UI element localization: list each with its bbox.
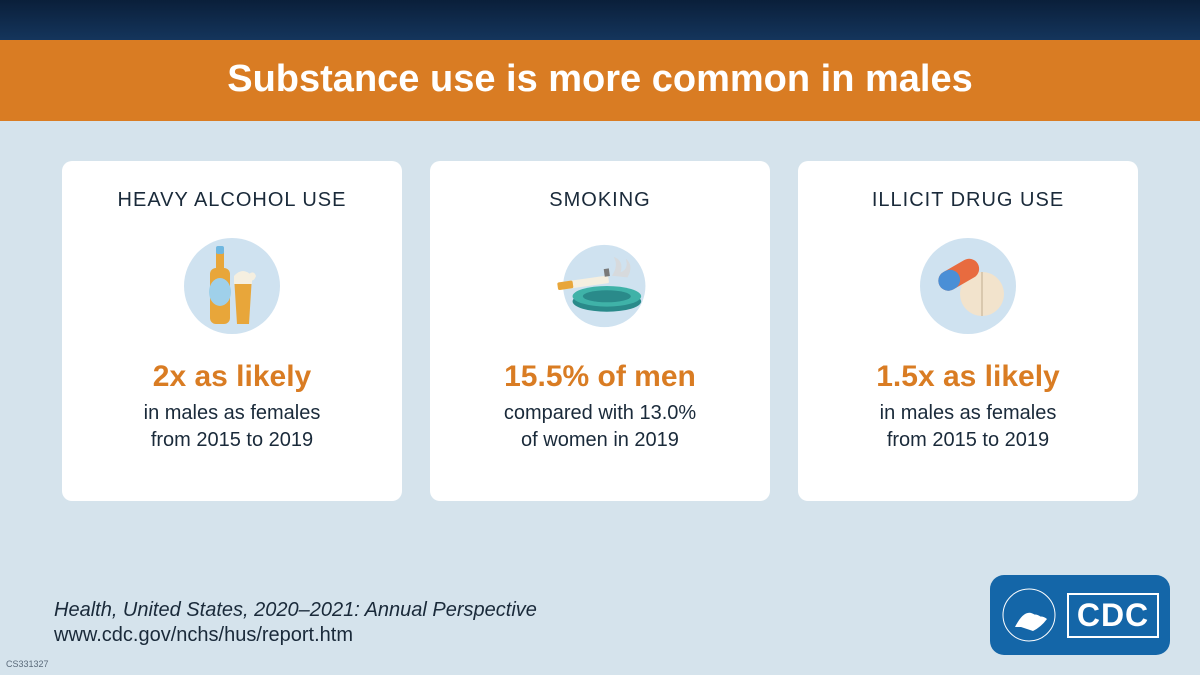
card-drugs: ILLICIT DRUG USE 1.5x as likely in males… [798, 161, 1138, 501]
card-title: HEAVY ALCOHOL USE [118, 189, 347, 212]
drugs-icon [908, 226, 1028, 346]
cdc-logo: CDC [990, 575, 1170, 655]
desc-line: compared with 13.0% [504, 400, 696, 427]
cdc-text: CDC [1067, 593, 1159, 638]
page-title: Substance use is more common in males [0, 58, 1200, 101]
card-smoking: SMOKING 15.5% of men compared with 13.0%… [430, 161, 770, 501]
hhs-seal-icon [1001, 587, 1057, 643]
desc-line: from 2015 to 2019 [144, 427, 321, 454]
desc-line: from 2015 to 2019 [880, 427, 1057, 454]
footer: Health, United States, 2020–2021: Annual… [54, 599, 537, 647]
card-desc: in males as females from 2015 to 2019 [144, 400, 321, 454]
card-title: SMOKING [549, 189, 650, 212]
title-band: Substance use is more common in males [0, 40, 1200, 121]
card-alcohol: HEAVY ALCOHOL USE 2x as likely in males … [62, 161, 402, 501]
card-stat: 1.5x as likely [876, 360, 1060, 394]
card-desc: in males as females from 2015 to 2019 [880, 400, 1057, 454]
alcohol-icon [172, 226, 292, 346]
cards-row: HEAVY ALCOHOL USE 2x as likely in males … [0, 121, 1200, 501]
card-stat: 15.5% of men [504, 360, 696, 394]
desc-line: in males as females [880, 400, 1057, 427]
top-bar [0, 0, 1200, 40]
footer-source: Health, United States, 2020–2021: Annual… [54, 599, 537, 622]
card-title: ILLICIT DRUG USE [872, 189, 1064, 212]
card-desc: compared with 13.0% of women in 2019 [504, 400, 696, 454]
smoking-icon [540, 226, 660, 346]
desc-line: in males as females [144, 400, 321, 427]
card-stat: 2x as likely [153, 360, 311, 394]
cs-id: CS331327 [6, 659, 49, 669]
footer-url: www.cdc.gov/nchs/hus/report.htm [54, 624, 537, 647]
desc-line: of women in 2019 [504, 427, 696, 454]
